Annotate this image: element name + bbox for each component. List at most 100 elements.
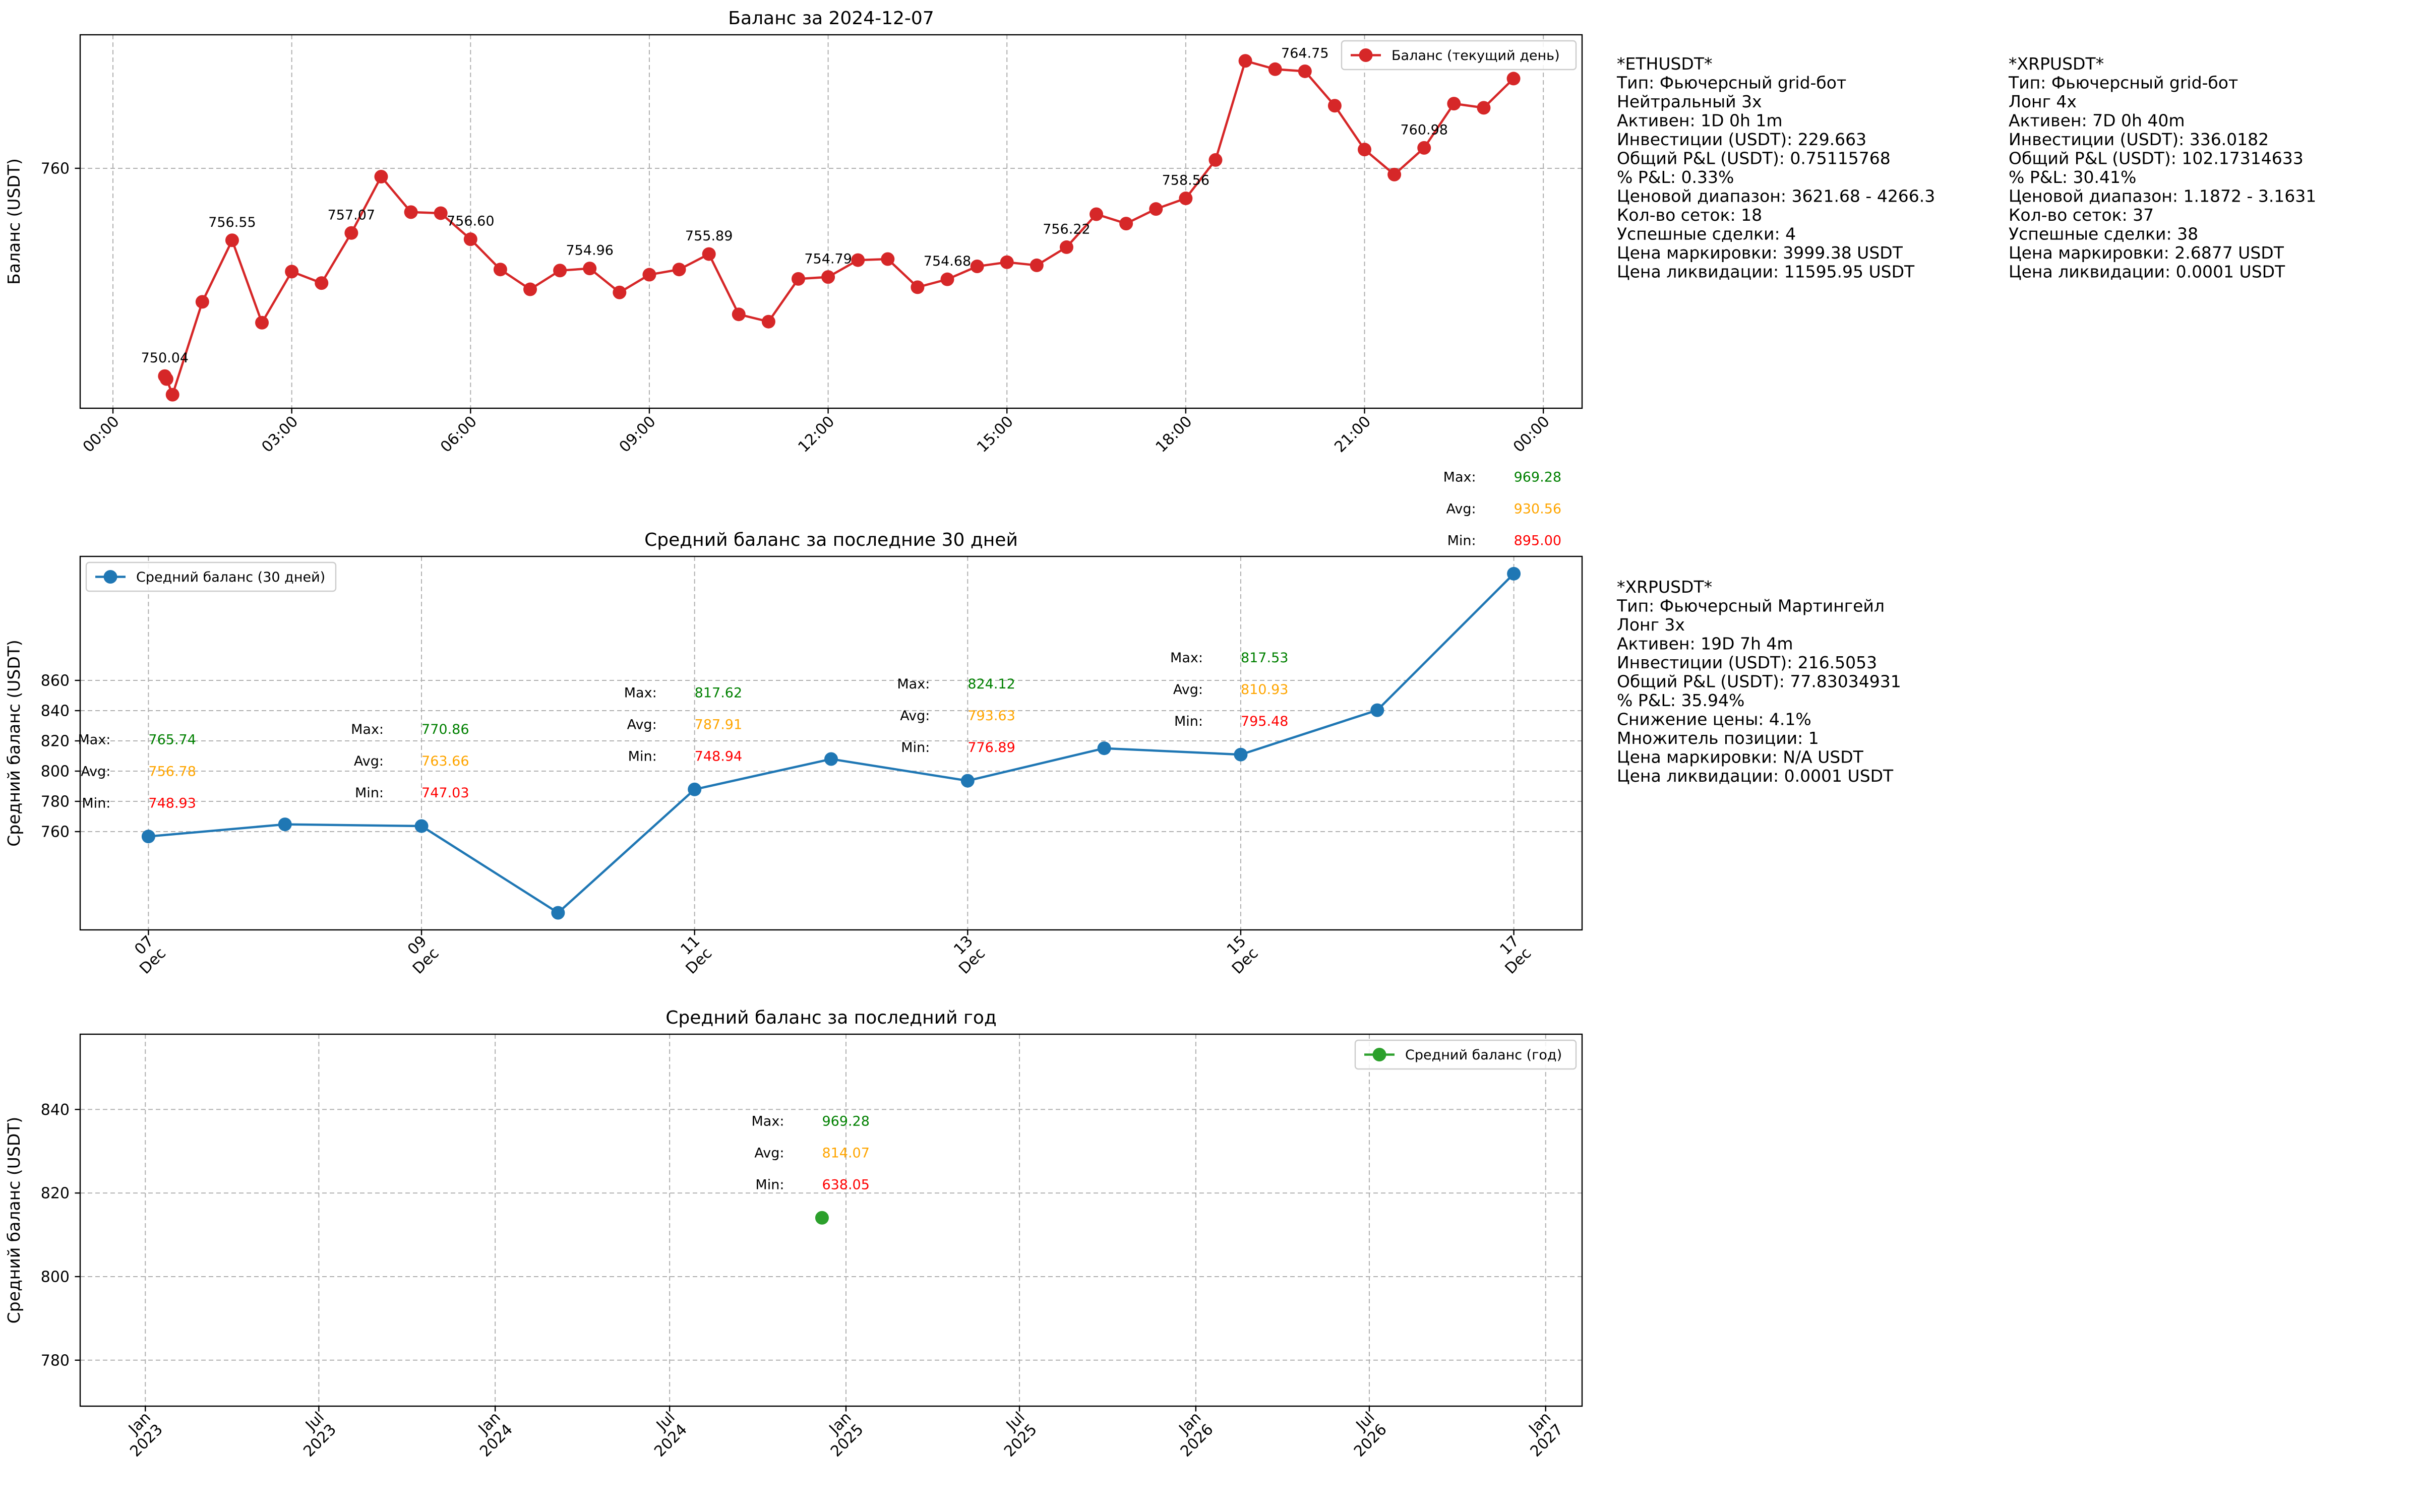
grid (80, 556, 1582, 930)
data-point (225, 233, 239, 247)
y-tick-label: 800 (41, 1268, 70, 1286)
info-line: Тип: Фьючерсный Мартингейл (1616, 596, 1885, 616)
data-point (791, 272, 805, 286)
stat-label-avg: Avg: (81, 764, 110, 780)
data-label: 754.96 (566, 243, 613, 259)
legend-marker (1372, 1048, 1386, 1061)
x-tick-label: 03:00 (258, 413, 301, 456)
info-line: Цена маркировки: 3999.38 USDT (1617, 243, 1903, 263)
data-point (960, 774, 975, 788)
info-line: Снижение цены: 4.1% (1617, 710, 1811, 729)
data-point (1507, 566, 1521, 581)
data-point (1000, 255, 1014, 269)
y-tick-label: 780 (41, 1352, 70, 1369)
stats-labels: Max: 969.28 Avg: 814.07 Min: 638.05 (752, 1113, 870, 1192)
legend-label: Баланс (текущий день) (1392, 48, 1560, 64)
stat-label-avg: Avg: (354, 753, 384, 769)
data-point (1030, 258, 1044, 272)
stat-value-min: 795.48 (1241, 714, 1288, 729)
data-point (285, 265, 299, 279)
stat-label-max: Max: (897, 676, 930, 692)
data-point (672, 263, 686, 277)
info-line: Цена ликвидации: 0.0001 USDT (2009, 262, 2285, 282)
info-panel-3: *XRPUSDT*Тип: Фьючерсный МартингейлЛонг … (1616, 577, 1901, 786)
data-point (761, 314, 775, 329)
stat-label-avg: Avg: (627, 717, 657, 732)
data-label: 756.60 (447, 214, 494, 229)
info-line: % P&L: 0.33% (1617, 167, 1734, 187)
data-point (374, 169, 388, 183)
legend-box (1341, 40, 1577, 71)
legend: Баланс (текущий день) (1341, 40, 1577, 71)
stat-label-min: Min: (355, 785, 384, 801)
data-point (642, 268, 656, 282)
legend-label: Средний баланс (год) (1405, 1047, 1562, 1063)
info-line: Инвестиции (USDT): 229.663 (1617, 130, 1866, 149)
data-point (159, 372, 173, 386)
data-label: 750.04 (141, 350, 189, 366)
info-line: Кол-во сеток: 37 (2009, 205, 2154, 225)
stat-label-max: Max: (1443, 469, 1476, 485)
y-axis-ticks: 780 800 820 840 (41, 1101, 80, 1369)
data-point (1179, 192, 1193, 206)
x-tick-label: 21:00 (1331, 413, 1374, 456)
x-tick-label: 15:00 (974, 413, 1017, 456)
data-point (141, 830, 155, 844)
y-tick-label: 860 (41, 672, 70, 690)
data-point (1447, 97, 1461, 111)
legend-marker (103, 570, 117, 584)
data-label: 756.55 (208, 215, 256, 230)
info-line: Лонг 3x (1617, 615, 1685, 635)
stat-value-avg: 756.78 (148, 764, 196, 780)
y-tick-label: 820 (41, 733, 70, 750)
info-line: *ETHUSDT* (1617, 54, 1713, 74)
data-point (1149, 202, 1163, 216)
info-line: Активен: 19D 7h 4m (1617, 634, 1793, 654)
stat-label-min: Min: (1174, 714, 1203, 729)
stat-value-max: 969.28 (1514, 469, 1561, 485)
stat-label-avg: Avg: (754, 1145, 784, 1161)
y-tick-label: 760 (41, 824, 70, 841)
data-point (881, 252, 895, 266)
data-point (463, 232, 477, 246)
stat-value-min: 776.89 (967, 740, 1015, 755)
stat-label-avg: Avg: (1173, 682, 1203, 698)
y-axis-label: Средний баланс (USDT) (4, 1117, 24, 1324)
chart-title: Средний баланс за последние 30 дней (644, 530, 1018, 550)
plot-frame (79, 1033, 1583, 1407)
stat-label-min: Min: (1447, 533, 1476, 548)
y-tick-label: 800 (41, 763, 70, 781)
data-point (493, 263, 507, 277)
stat-value-avg: 814.07 (822, 1145, 869, 1161)
stat-value-max: 817.53 (1241, 650, 1288, 666)
y-tick-label: 760 (41, 160, 70, 177)
x-tick-label: 12:00 (795, 413, 838, 456)
x-tick-label: 00:00 (80, 413, 123, 456)
data-point (404, 205, 418, 219)
data-point (344, 226, 358, 240)
series-3 (815, 1211, 829, 1225)
y-tick-label: 780 (41, 793, 70, 811)
data-point (1358, 143, 1372, 157)
x-axis-ticks: 00:00 03:00 06:00 09:00 12:00 15:00 18:00 21:00… (80, 408, 1553, 456)
data-point (1208, 153, 1223, 167)
info-line: Кол-во сеток: 18 (1617, 205, 1762, 225)
stat-label-max: Max: (78, 732, 110, 748)
info-line: Тип: Фьючерсный grid-бот (1616, 73, 1846, 93)
data-point (824, 752, 838, 766)
data-label: 754.79 (804, 251, 852, 267)
data-point (940, 272, 954, 286)
info-line: Ценовой диапазон: 3621.68 - 4266.3 (1617, 186, 1935, 206)
data-point (1097, 741, 1111, 755)
data-point (553, 264, 567, 278)
info-line: Успешные сделки: 4 (1617, 224, 1796, 244)
stats-labels: Max: 765.74 Avg: 756.78 Min: 748.93 Max: 770.86… (78, 469, 1561, 811)
data-point (1119, 217, 1133, 231)
x-tick-label: 06:00 (437, 413, 480, 456)
